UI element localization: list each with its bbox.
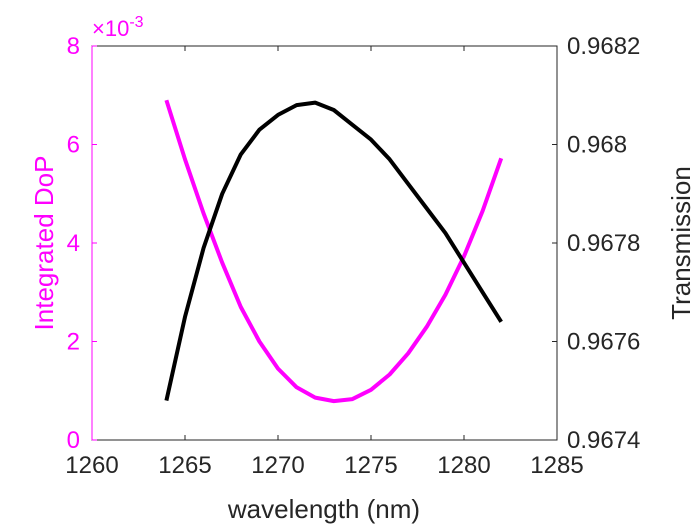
x-tick-label: 1285 [530, 452, 583, 479]
right-y-tick-label: 0.968 [567, 132, 627, 159]
x-tick-label: 1265 [158, 452, 211, 479]
left-y-axis-label: Integrated DoP [29, 156, 59, 331]
left-y-tick-label: 8 [67, 33, 80, 60]
series-line-transmission [164, 100, 503, 402]
x-tick-label: 1275 [344, 452, 397, 479]
right-y-axis-label: Transmission [666, 166, 696, 320]
right-y-tick-label: 0.9678 [567, 230, 640, 257]
left-y-tick-label: 2 [67, 329, 80, 356]
right-y-tick-label: 0.9674 [567, 427, 640, 454]
x-axis-label: wavelength (nm) [227, 494, 420, 524]
x-tick-label: 1270 [251, 452, 304, 479]
left-y-tick-label: 6 [67, 132, 80, 159]
x-axis: 1260 1265 1270 1275 1280 1285 [65, 46, 584, 479]
right-y-tick-label: 0.9682 [567, 33, 640, 60]
right-y-tick-label: 0.9676 [567, 329, 640, 356]
x-tick-label: 1260 [65, 452, 118, 479]
left-y-tick-label: 0 [67, 427, 80, 454]
left-y-tick-label: 4 [67, 230, 80, 257]
series-line-integrated-dop [164, 99, 504, 404]
x-tick-label: 1280 [437, 452, 490, 479]
left-y-axis: 0 2 4 6 8 [67, 33, 97, 454]
right-y-axis: 0.9674 0.9676 0.9678 0.968 0.9682 [552, 33, 640, 454]
series-group [164, 99, 504, 404]
left-exponent-label: ×10-3 [92, 14, 144, 41]
